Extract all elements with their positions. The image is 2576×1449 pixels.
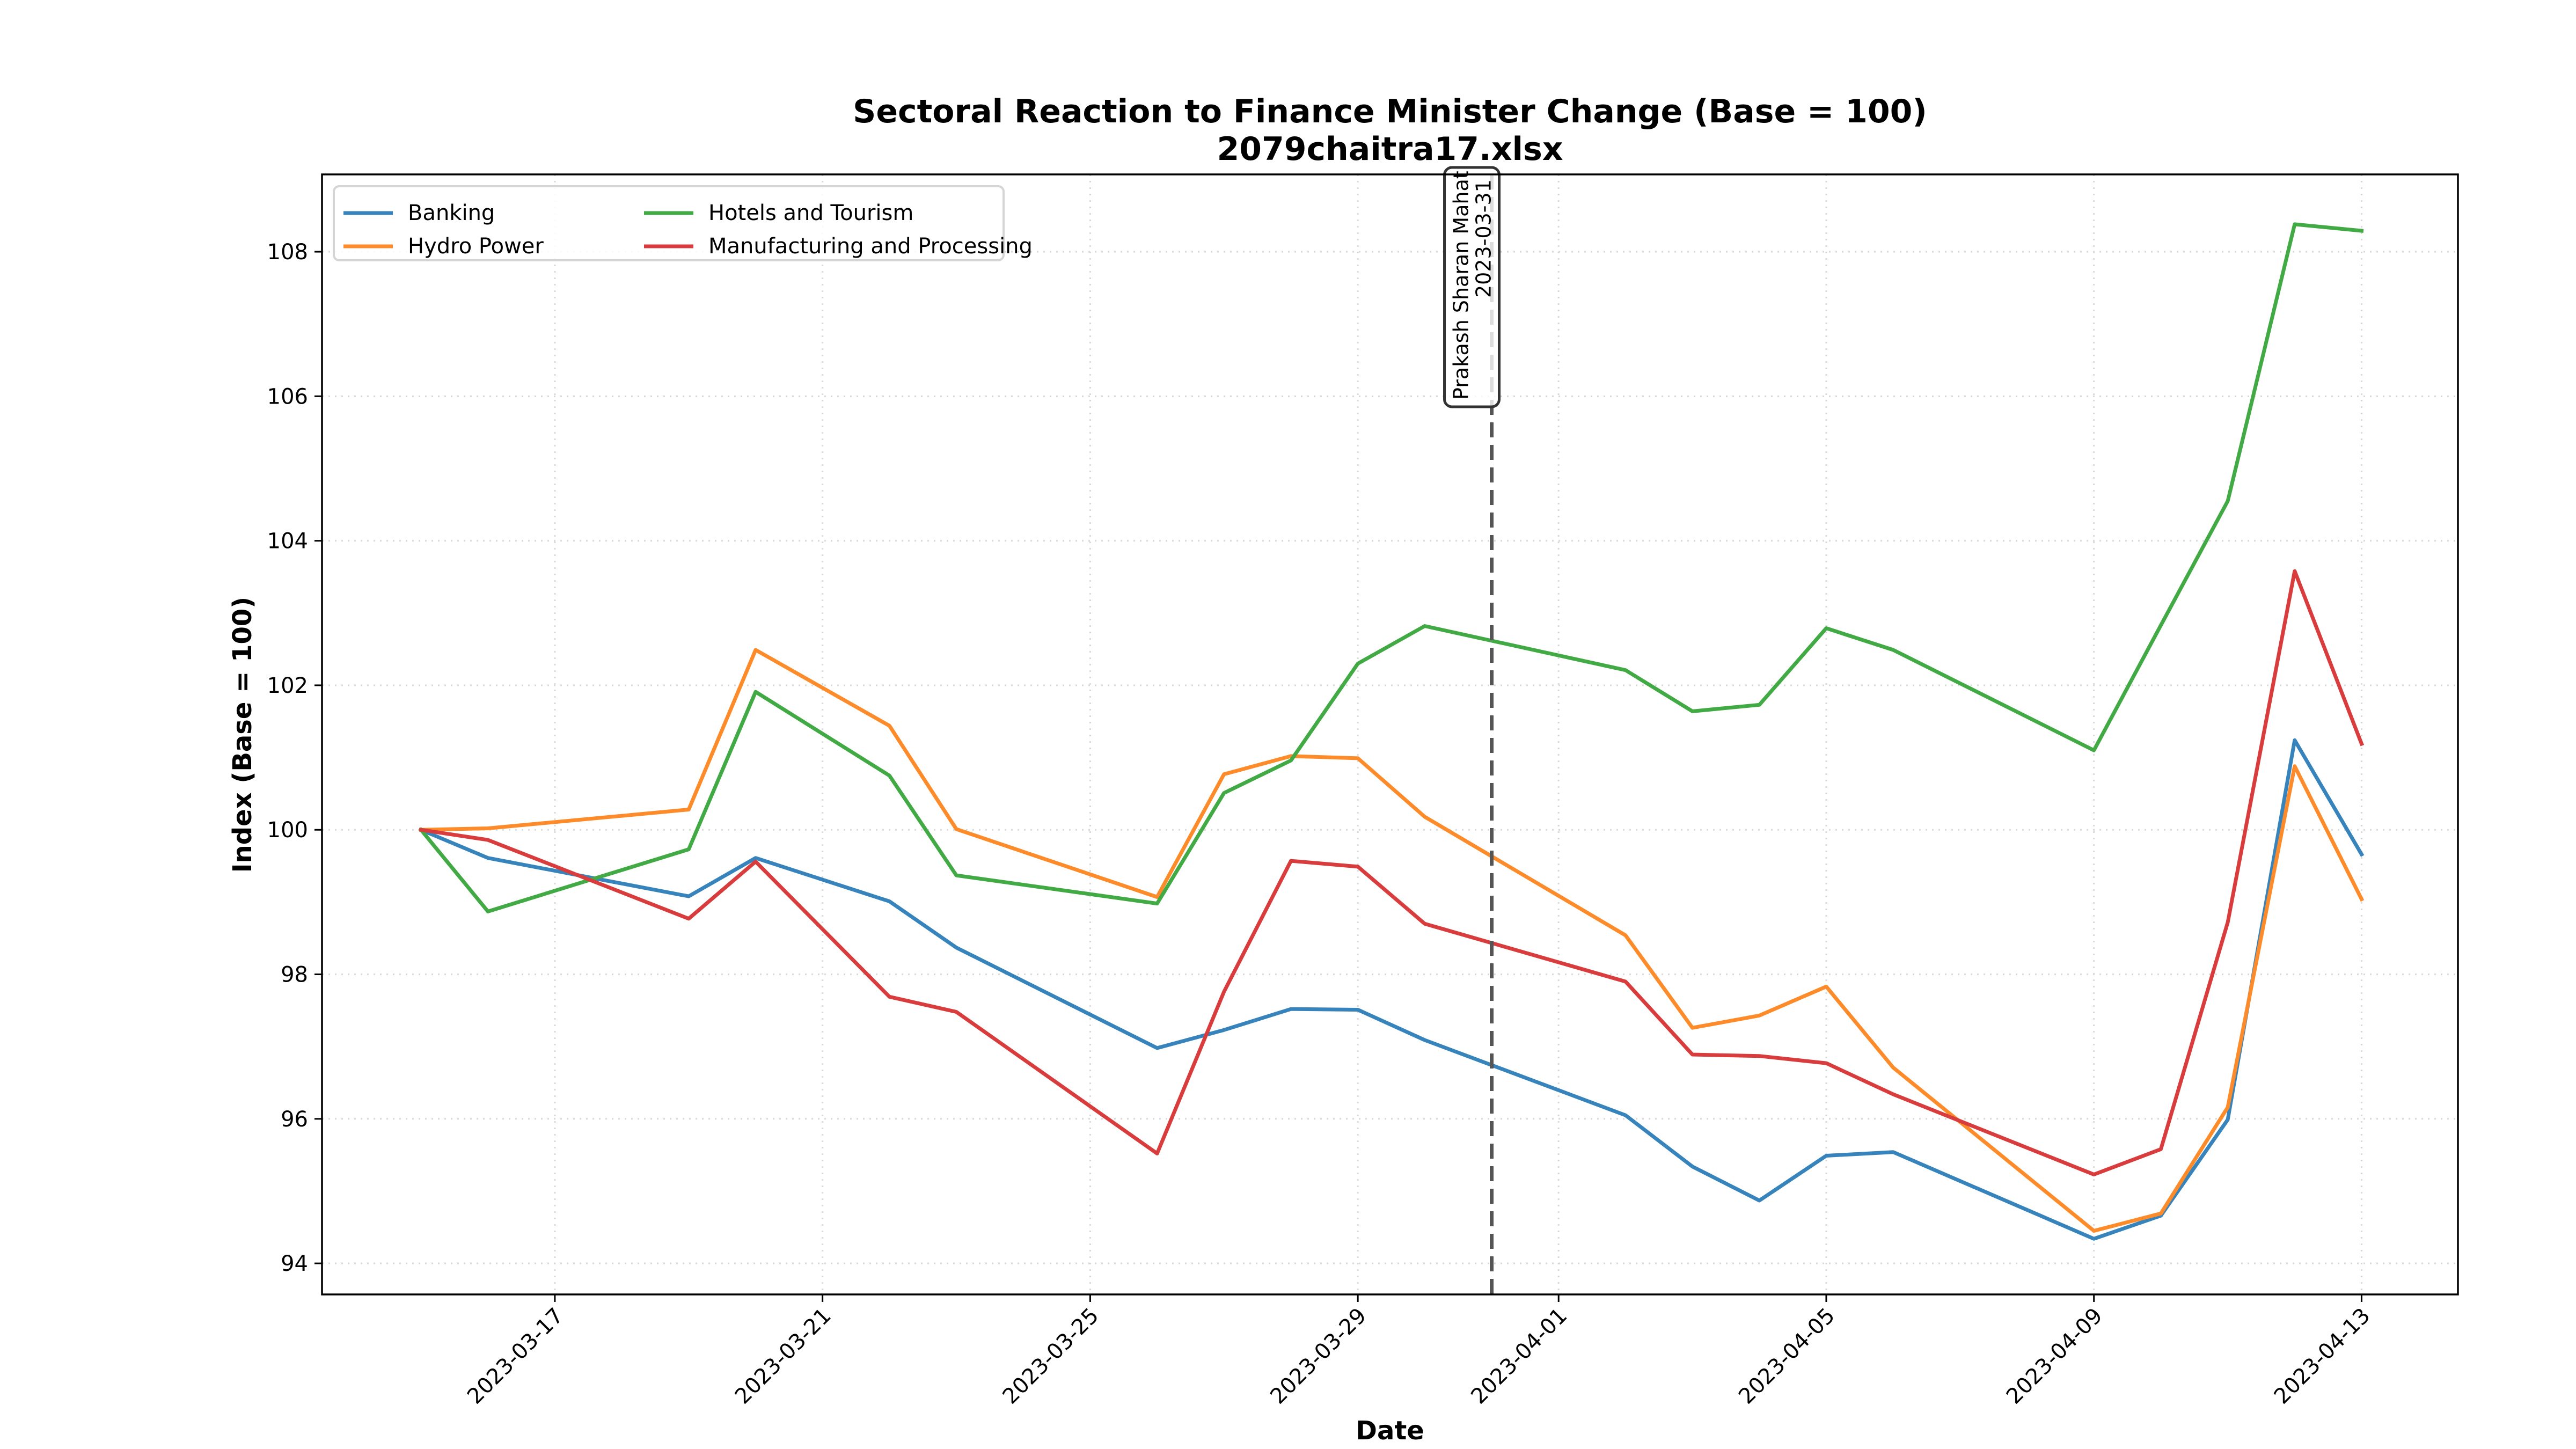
y-tick-label: 100 — [267, 818, 308, 843]
legend-box — [333, 185, 1005, 261]
y-axis-label: Index (Base = 100) — [228, 597, 258, 873]
chart-title: Sectoral Reaction to Finance Minister Ch… — [853, 93, 1927, 130]
chart-subtitle: 2079chaitra17.xlsx — [1217, 130, 1563, 168]
y-axis: 94 96 98 100 102 104 106 108 — [267, 240, 322, 1276]
event-label-box — [1443, 166, 1501, 408]
y-tick-label: 98 — [281, 963, 308, 987]
legend-entry: Hydro Power — [408, 234, 544, 259]
series-line-hydro-power — [419, 648, 2365, 1233]
legend: Banking Hydro Power Hotels and Tourism Manu… — [333, 185, 1033, 261]
y-tick-label: 96 — [281, 1107, 308, 1132]
series-lines — [418, 222, 2365, 1241]
series-line-banking — [418, 738, 2365, 1241]
series-line-manufacturing-and-processing — [419, 569, 2365, 1176]
event-label-name: Prakash Sharan Mahat — [1450, 171, 1473, 400]
y-tick-label: 106 — [267, 384, 308, 409]
event-label-date: 2023-03-31 — [1472, 179, 1496, 298]
y-tick-label: 108 — [267, 240, 308, 265]
y-tick-label: 102 — [267, 674, 308, 698]
y-tick-label: 94 — [281, 1252, 308, 1276]
series-line-hotels-and-tourism — [418, 222, 2364, 913]
axes-frame — [321, 173, 2459, 1296]
legend-entry: Hotels and Tourism — [708, 201, 913, 225]
legend-entry: Manufacturing and Processing — [708, 234, 1033, 259]
legend-entry: Banking — [408, 201, 495, 225]
y-tick-label: 104 — [267, 529, 308, 554]
x-axis-label: Date — [1356, 1416, 1424, 1446]
